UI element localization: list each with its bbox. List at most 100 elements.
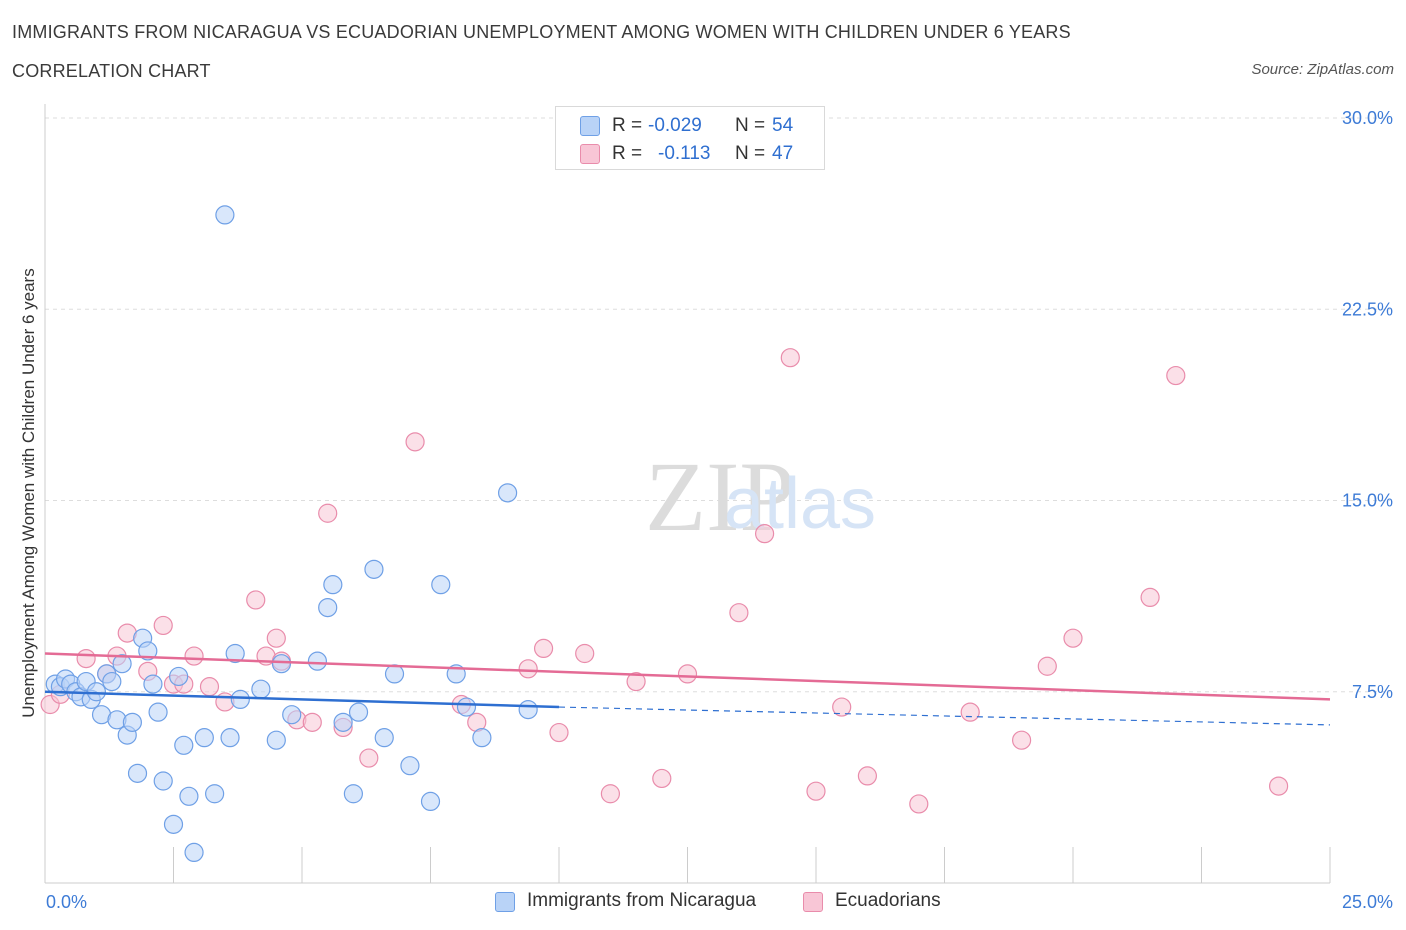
data-point [405, 432, 425, 452]
data-point [498, 483, 518, 503]
data-point [318, 597, 338, 618]
legend-r-value: -0.029 [648, 115, 702, 136]
y-tick-label: 22.5% [1342, 299, 1393, 319]
trend-lines [44, 652, 1331, 726]
data-point [266, 730, 286, 750]
data-point [112, 654, 132, 674]
data-point [220, 728, 240, 748]
data-point [533, 638, 554, 659]
data-point [1140, 587, 1160, 608]
watermark-atlas: atlas [724, 464, 876, 544]
legend-n-label: N = [735, 143, 766, 164]
data-point [364, 559, 384, 579]
legend-r-value: -0.113 [658, 143, 711, 164]
source-credit: Source: ZipAtlas.com [1251, 61, 1394, 78]
data-point [153, 771, 173, 791]
data-point [122, 712, 142, 732]
data-point [857, 766, 878, 786]
legend-label-nicaragua: Immigrants from Nicaragua [527, 890, 757, 911]
y-tick-labels: 7.5% 15.0% 22.5% 30.0% [1342, 108, 1393, 702]
data-point [374, 728, 394, 748]
data-point [174, 735, 194, 755]
legend-swatch-pink [803, 892, 823, 912]
y-tick-label: 7.5% [1352, 682, 1393, 702]
chart-subtitle: CORRELATION CHART [12, 61, 211, 81]
legend-swatch-blue [580, 116, 600, 136]
trend-line-ecuadorians [44, 652, 1331, 701]
data-point [518, 659, 538, 679]
axes [44, 104, 1331, 884]
data-point [148, 702, 168, 722]
data-point [420, 791, 441, 812]
data-point [960, 702, 980, 722]
data-point [246, 590, 266, 610]
data-point [225, 643, 245, 664]
x-tick-labels: 0.0% 25.0% [46, 892, 1393, 912]
legend-label-ecuadorians: Ecuadorians [835, 890, 941, 911]
data-point [138, 641, 158, 661]
data-point [127, 763, 148, 783]
correlation-legend: R = -0.029 N = 54 R = -0.113 N = 47 [555, 106, 825, 170]
data-point [271, 654, 292, 674]
data-point [194, 728, 214, 748]
data-point [472, 728, 492, 748]
data-point [729, 603, 749, 623]
y-tick-label: 30.0% [1342, 108, 1393, 128]
chart-title: IMMIGRANTS FROM NICARAGUA VS ECUADORIAN … [12, 22, 1071, 42]
data-point [143, 674, 163, 694]
data-point [1011, 730, 1032, 750]
data-point [518, 699, 538, 720]
data-point [343, 784, 363, 804]
data-point [230, 689, 250, 710]
data-point [400, 756, 420, 776]
data-point [266, 628, 286, 648]
data-point [1063, 628, 1083, 648]
data-point [780, 348, 800, 368]
data-point [909, 794, 929, 814]
data-point [184, 646, 204, 666]
data-point [102, 671, 122, 692]
data-point [677, 664, 698, 684]
data-point [359, 748, 379, 768]
legend-n-value: 47 [772, 143, 794, 164]
data-point [348, 702, 369, 722]
data-point [832, 697, 852, 717]
legend-swatch-blue [495, 892, 515, 912]
data-point [215, 205, 235, 225]
data-point [456, 697, 477, 717]
legend-n-label: N = [735, 115, 766, 136]
data-point [600, 784, 621, 804]
data-point [302, 712, 322, 732]
data-point [323, 575, 343, 595]
data-point [86, 682, 107, 702]
legend-r-label: R = [612, 143, 643, 164]
data-point [1268, 776, 1289, 796]
data-point [549, 722, 569, 743]
data-point [1166, 365, 1186, 386]
data-point [199, 677, 220, 697]
data-point [163, 814, 184, 834]
data-point [169, 666, 189, 687]
legend-n-value: 54 [772, 115, 794, 136]
legend-r-label: R = [612, 115, 643, 136]
data-point [318, 503, 338, 523]
data-point [205, 784, 225, 804]
data-point [754, 524, 775, 544]
trend-line-nicaragua [44, 690, 560, 709]
data-point [184, 842, 204, 863]
x-tick-label: 0.0% [46, 892, 87, 912]
trend-line-nicaragua-extension [558, 706, 1331, 726]
data-point [626, 671, 646, 692]
data-point [431, 575, 451, 595]
data-point [333, 712, 353, 732]
data-point [806, 781, 826, 801]
data-point [76, 648, 96, 669]
nicaragua-points [45, 205, 538, 863]
gridlines [45, 117, 1390, 693]
data-point [652, 768, 672, 789]
data-point [384, 664, 405, 684]
y-tick-label: 15.0% [1342, 491, 1393, 511]
data-point [179, 786, 199, 806]
data-point [575, 643, 595, 664]
